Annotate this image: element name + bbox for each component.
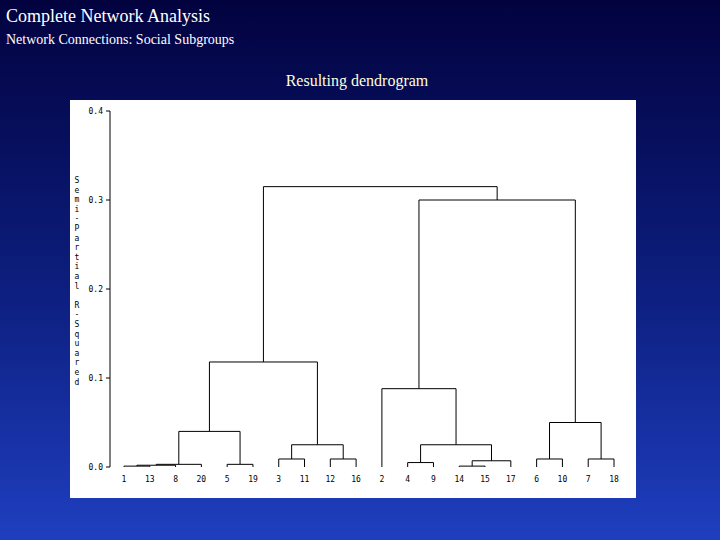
y-axis-label-char: a: [75, 234, 80, 243]
y-axis-label-char: q: [75, 330, 80, 339]
merge: [263, 187, 497, 362]
y-axis-label-char: a: [75, 272, 80, 281]
y-tick-label: 0.3: [89, 196, 104, 205]
leaf-label: 5: [225, 475, 230, 484]
merge: [588, 459, 614, 467]
leaf-label: 9: [431, 475, 436, 484]
y-tick: [106, 289, 110, 290]
dendrogram: [124, 187, 614, 467]
leaf-label: 13: [145, 475, 155, 484]
y-axis-label-char: e: [75, 186, 80, 195]
leaf-label: 16: [351, 475, 361, 484]
y-tick-label: 0.1: [89, 374, 104, 383]
slide: {"slide": {"title": "Complete Network An…: [0, 0, 720, 540]
merge: [537, 459, 563, 467]
leaf-label: 6: [534, 475, 539, 484]
merge: [550, 423, 602, 459]
leaf-label: 11: [300, 475, 310, 484]
y-tick-label: 0.0: [89, 463, 104, 472]
merge: [330, 459, 356, 467]
y-axis-label-char: l: [75, 282, 80, 291]
merge: [408, 463, 434, 467]
leaf-label: 19: [248, 475, 258, 484]
y-axis-label-char: m: [75, 195, 80, 204]
merge: [472, 461, 511, 467]
merge: [292, 445, 344, 459]
merge: [209, 362, 317, 445]
leaf-label: 15: [480, 475, 490, 484]
leaf-label: 4: [405, 475, 410, 484]
y-tick-label: 0.4: [89, 107, 104, 116]
leaf-label: 8: [173, 475, 178, 484]
y-tick: [106, 378, 110, 379]
y-axis-label-char: [75, 291, 80, 300]
merge: [419, 200, 575, 423]
merge: [382, 389, 456, 467]
leaf-label: 14: [454, 475, 464, 484]
merge: [179, 431, 240, 464]
merge: [421, 445, 492, 463]
y-tick-label: 0.2: [89, 285, 104, 294]
y-axis-label-char: S: [75, 176, 80, 185]
slide-subtitle: Network Connections: Social Subgroups: [6, 32, 234, 47]
leaf-label: 10: [558, 475, 568, 484]
y-axis-label-char: S: [75, 320, 80, 329]
leaf-label: 17: [506, 475, 516, 484]
leaf-label: 18: [609, 475, 619, 484]
y-axis-label-char: -: [75, 214, 80, 223]
y-axis-label-char: u: [75, 339, 80, 348]
y-axis-label-char: a: [75, 349, 80, 358]
merge: [279, 459, 305, 467]
leaf-label: 7: [586, 475, 591, 484]
y-axis-label-char: t: [75, 253, 80, 262]
chart-title: Resulting dendrogram: [286, 72, 429, 90]
y-axis-label-char: r: [75, 358, 80, 367]
leaf-label: 2: [379, 475, 384, 484]
slide-title: Complete Network Analysis: [6, 6, 210, 26]
plot-panel: [70, 100, 636, 498]
y-axis-label-char: d: [75, 378, 80, 387]
y-tick: [106, 111, 110, 112]
y-axis-label-char: R: [75, 301, 80, 310]
leaf-label: 20: [197, 475, 207, 484]
y-axis-label-char: r: [75, 243, 80, 252]
leaf-label: 1: [122, 475, 127, 484]
leaf-label: 3: [276, 475, 281, 484]
y-axis-label-char: P: [75, 224, 80, 233]
leaf-label: 12: [325, 475, 335, 484]
y-tick: [106, 467, 110, 468]
merge: [137, 465, 176, 467]
merge: [227, 464, 253, 467]
y-axis-label: Semi-Partial R-Squared: [75, 176, 80, 387]
y-tick: [106, 200, 110, 201]
y-axis-label-char: i: [75, 205, 80, 214]
y-axis-label-char: -: [75, 310, 80, 319]
merge: [156, 464, 201, 467]
y-axis-label-char: i: [75, 262, 80, 271]
chart-svg: Complete Network Analysis Network Connect…: [0, 0, 720, 540]
y-axis-label-char: e: [75, 368, 80, 377]
